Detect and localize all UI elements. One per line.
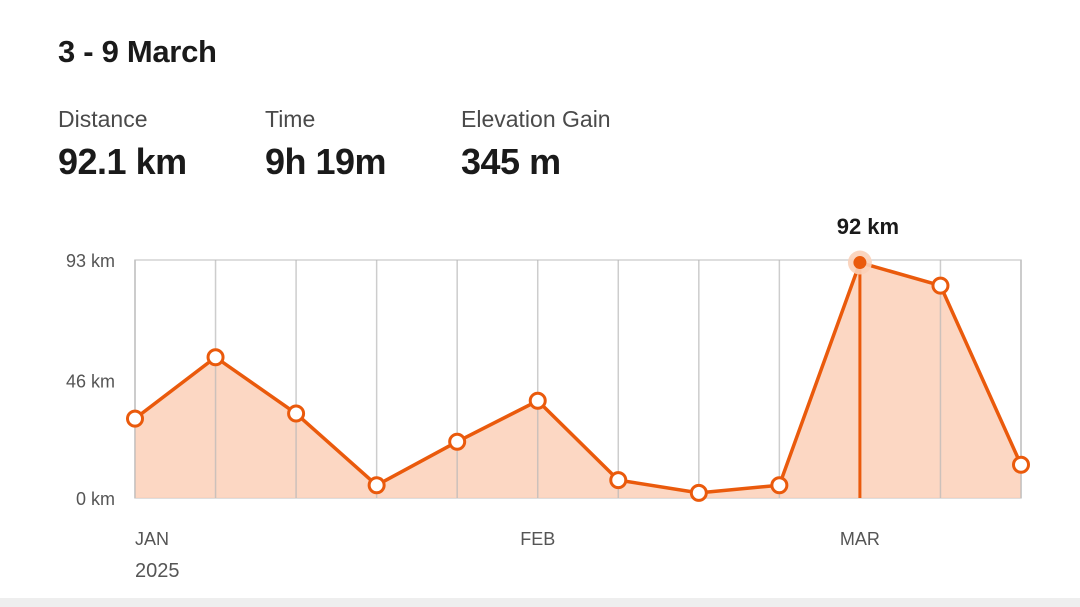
bottom-bar (0, 598, 1080, 607)
area-fill (135, 262, 1021, 498)
stat-elevation: Elevation Gain 345 m (461, 106, 611, 183)
series-line (133, 260, 1023, 495)
stat-distance-value: 92.1 km (58, 141, 187, 182)
data-point[interactable] (770, 476, 789, 495)
y-tick-label: 46 km (66, 371, 115, 391)
stat-time-value: 9h 19m (265, 141, 387, 182)
stat-distance-label: Distance (58, 106, 148, 132)
data-point[interactable] (528, 391, 547, 410)
stat-time: Time 9h 19m (265, 106, 387, 183)
data-point[interactable] (609, 471, 628, 490)
y-tick-label: 93 km (66, 251, 115, 271)
x-tick-label: MAR (840, 529, 880, 549)
stat-elevation-label: Elevation Gain (461, 106, 611, 132)
year-label: 2025 (135, 560, 180, 582)
data-point[interactable] (126, 409, 144, 428)
stat-time-label: Time (265, 106, 316, 132)
y-tick-label: 0 km (76, 489, 115, 509)
stat-distance: Distance 92.1 km (58, 106, 187, 183)
data-point[interactable] (206, 348, 225, 367)
data-point[interactable] (448, 432, 467, 451)
x-tick-label: JAN (135, 529, 169, 549)
page-title: 3 - 9 March (58, 34, 217, 69)
data-point[interactable] (1012, 455, 1030, 474)
data-point[interactable] (689, 483, 708, 502)
selected-data-point[interactable] (853, 256, 867, 270)
data-point[interactable] (367, 476, 386, 495)
data-point[interactable] (931, 276, 950, 295)
selected-value-label: 92 km (837, 214, 899, 239)
stat-elevation-value: 345 m (461, 141, 561, 182)
x-tick-label: FEB (520, 529, 555, 549)
data-point[interactable] (287, 404, 306, 423)
